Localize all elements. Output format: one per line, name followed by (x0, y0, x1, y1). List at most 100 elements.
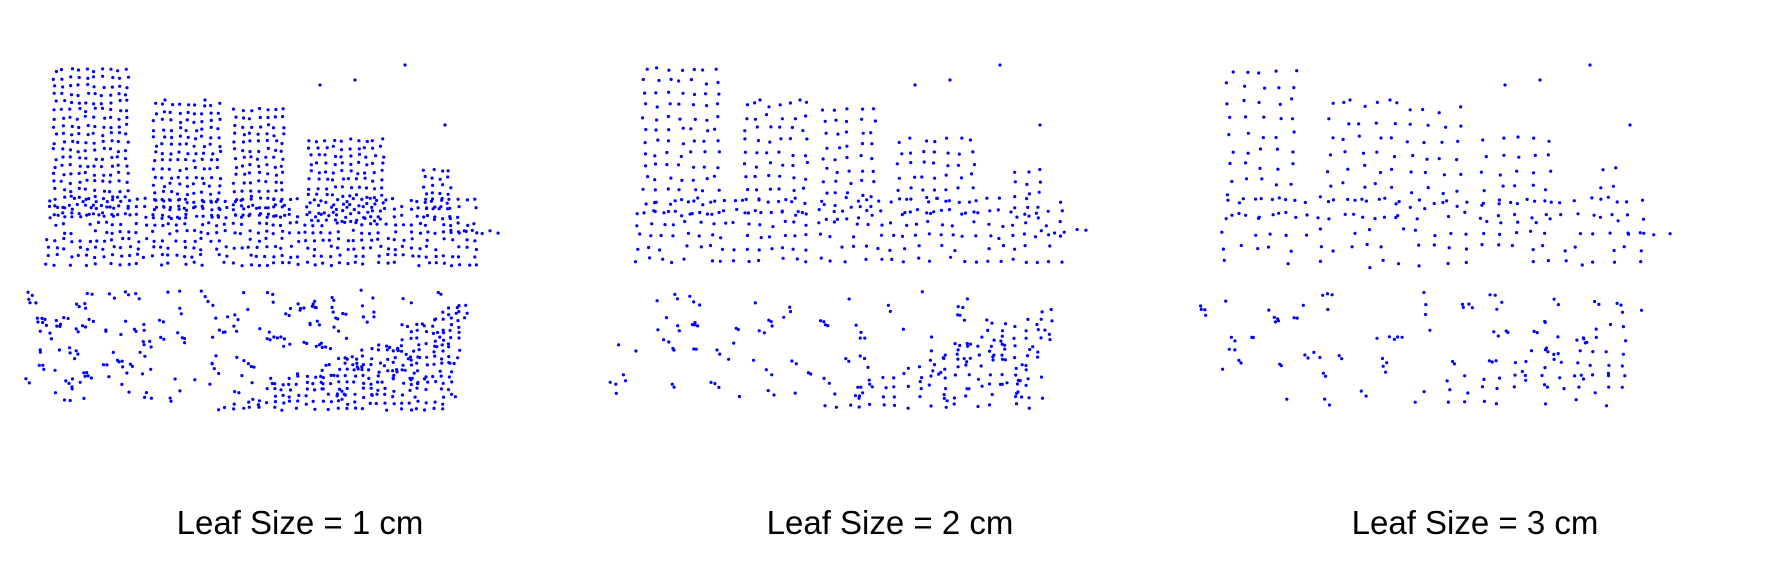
cloud-point (696, 324, 700, 328)
cloud-point (357, 152, 362, 156)
cloud-point (118, 246, 123, 250)
cloud-point (755, 125, 759, 129)
cloud-point (336, 399, 341, 403)
cloud-point (767, 105, 771, 109)
cloud-point (718, 259, 722, 263)
cloud-point (127, 390, 131, 394)
cloud-point (329, 373, 333, 377)
cloud-point (1540, 373, 1544, 378)
cloud-point (232, 402, 236, 406)
cloud-point (743, 150, 747, 154)
cloud-point (307, 139, 311, 143)
cloud-point (701, 68, 705, 72)
cloud-point (1261, 136, 1265, 140)
cloud-point (1515, 202, 1519, 206)
cloud-point (1606, 371, 1610, 375)
cloud-point (384, 222, 388, 226)
cloud-point (956, 313, 960, 317)
cloud-point (689, 127, 693, 131)
cloud-point (681, 68, 685, 72)
cloud-point (743, 129, 747, 133)
cloud-point (927, 259, 932, 263)
cloud-point (1380, 356, 1385, 361)
cloud-point (63, 215, 67, 219)
cloud-point (1268, 232, 1272, 236)
cloud-point (783, 233, 787, 238)
cloud-point (426, 230, 430, 234)
cloud-point (62, 316, 66, 320)
cloud-point (945, 136, 949, 140)
cloud-point (295, 215, 300, 219)
cloud-point (247, 171, 252, 175)
cloud-point (83, 187, 87, 191)
cloud-point (1000, 353, 1004, 357)
cloud-point (913, 175, 917, 179)
cloud-point (677, 188, 681, 192)
cloud-point (378, 217, 382, 221)
cloud-point (409, 207, 414, 211)
cloud-point (844, 357, 848, 361)
cloud-point (325, 192, 329, 197)
cloud-point (92, 85, 96, 89)
cloud-point (370, 139, 374, 143)
cloud-point (1594, 335, 1598, 339)
cloud-point (89, 206, 93, 210)
cloud-point (215, 231, 219, 235)
cloud-point (279, 149, 283, 153)
cloud-point (441, 310, 445, 314)
cloud-point (380, 186, 384, 190)
cloud-point (822, 320, 826, 324)
cloud-point (208, 142, 212, 146)
cloud-point (232, 324, 236, 328)
cloud-point (1607, 363, 1611, 367)
cloud-point (770, 324, 774, 328)
cloud-point (383, 386, 387, 390)
cloud-point (331, 210, 335, 214)
cloud-point (1497, 198, 1501, 202)
cloud-point (1396, 335, 1400, 339)
cloud-point (1533, 199, 1537, 203)
cloud-point (412, 349, 416, 353)
cloud-point (997, 196, 1001, 200)
cloud-point (68, 181, 72, 186)
cloud-point (360, 304, 365, 308)
cloud-point (75, 202, 79, 207)
cloud-point (957, 152, 961, 156)
cloud-point (917, 365, 922, 369)
cloud-point (59, 68, 64, 72)
cloud-point (331, 144, 335, 148)
cloud-point (691, 178, 695, 182)
cloud-point (101, 197, 106, 201)
cloud-point (111, 198, 115, 202)
cloud-point (150, 254, 154, 258)
cloud-point (364, 155, 368, 159)
cloud-point (235, 355, 239, 359)
cloud-point (928, 358, 932, 362)
cloud-point (202, 167, 206, 171)
cloud-point (667, 68, 671, 72)
cloud-point (1350, 245, 1354, 249)
cloud-point (991, 358, 995, 362)
cloud-point (54, 223, 58, 227)
cloud-point (1417, 198, 1421, 202)
cloud-point (424, 330, 429, 334)
cloud-point (207, 221, 211, 225)
cloud-point (342, 392, 346, 396)
cloud-point (410, 237, 414, 241)
cloud-point (794, 362, 798, 366)
cloud-point (1014, 395, 1018, 399)
cloud-point (48, 216, 52, 220)
cloud-point (740, 198, 745, 202)
cloud-point (825, 166, 829, 170)
cloud-point (945, 399, 949, 403)
cloud-point (857, 405, 861, 409)
cloud-point (988, 373, 992, 377)
cloud-point (1485, 219, 1489, 224)
cloud-point (108, 205, 112, 209)
cloud-point (1642, 231, 1646, 235)
cloud-point (386, 252, 390, 257)
cloud-point (1516, 220, 1520, 224)
cloud-point (281, 157, 285, 161)
cloud-point (368, 401, 372, 405)
cloud-point (678, 117, 682, 121)
